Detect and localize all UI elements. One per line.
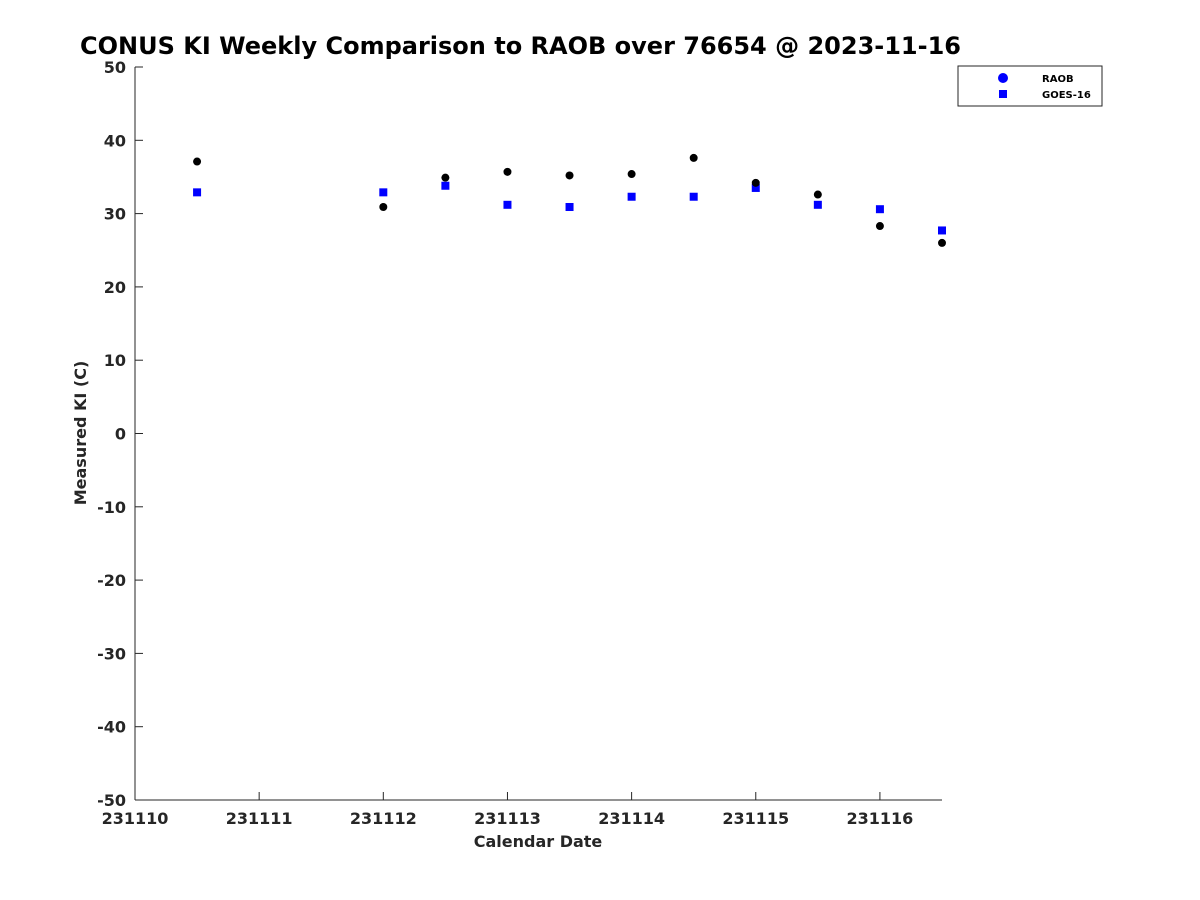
goes16-point [441,181,450,190]
y-tick-label: 10 [104,351,126,370]
goes16-point [813,200,822,209]
x-tick-label: 231111 [226,809,293,828]
raob-point [441,173,450,182]
data-marks [193,153,946,247]
goes16-point [565,203,574,212]
raob-point [627,170,636,179]
raob-point [503,167,512,176]
raob-point [565,171,574,180]
y-tick-label: -50 [97,791,126,810]
goes16-point [379,188,388,197]
legend-raob-label: RAOB [1042,74,1074,85]
goes16-point [875,205,884,214]
raob-point [689,153,698,162]
raob-point [813,190,822,199]
raob-point [938,238,946,247]
y-tick-label: -40 [97,718,126,737]
goes16-point [193,188,202,197]
goes16-point [503,200,512,209]
x-tick-label: 231115 [722,809,789,828]
y-tick-label: 40 [104,131,126,150]
y-tick-label: 50 [104,58,126,77]
raob-point [751,178,760,187]
y-tick-label: 30 [104,205,126,224]
legend-goes-label: GOES-16 [1042,90,1091,101]
x-tick-label: 231114 [598,809,665,828]
y-tick-label: 0 [115,425,126,444]
goes16-point [627,192,636,201]
x-tick-label: 231116 [847,809,914,828]
axes: -50 -40 -30 -20 -10 0 10 20 30 40 50 231110 231111 23… [97,58,942,828]
y-tick-label: -20 [97,571,126,590]
legend-goes-marker [999,90,1007,98]
legend: RAOB GOES-16 [957,65,1103,107]
y-tick-label: -30 [97,644,126,663]
y-tick-label: -10 [97,498,126,517]
x-tick-label: 231110 [102,809,169,828]
raob-point [875,222,884,231]
x-tick-label: 231112 [350,809,417,828]
x-axis-label: Calendar Date [474,832,603,851]
goes16-point [938,226,946,235]
y-tick-label: 20 [104,278,126,297]
goes16-point [689,192,698,201]
raob-point [379,203,388,212]
y-axis-label: Measured KI (C) [71,361,90,506]
x-tick-label: 231113 [474,809,541,828]
legend-box [957,65,1103,107]
legend-raob-marker [998,73,1008,83]
goes16-point [751,183,760,192]
chart-title: CONUS KI Weekly Comparison to RAOB over … [80,32,961,60]
raob-point [193,157,202,166]
